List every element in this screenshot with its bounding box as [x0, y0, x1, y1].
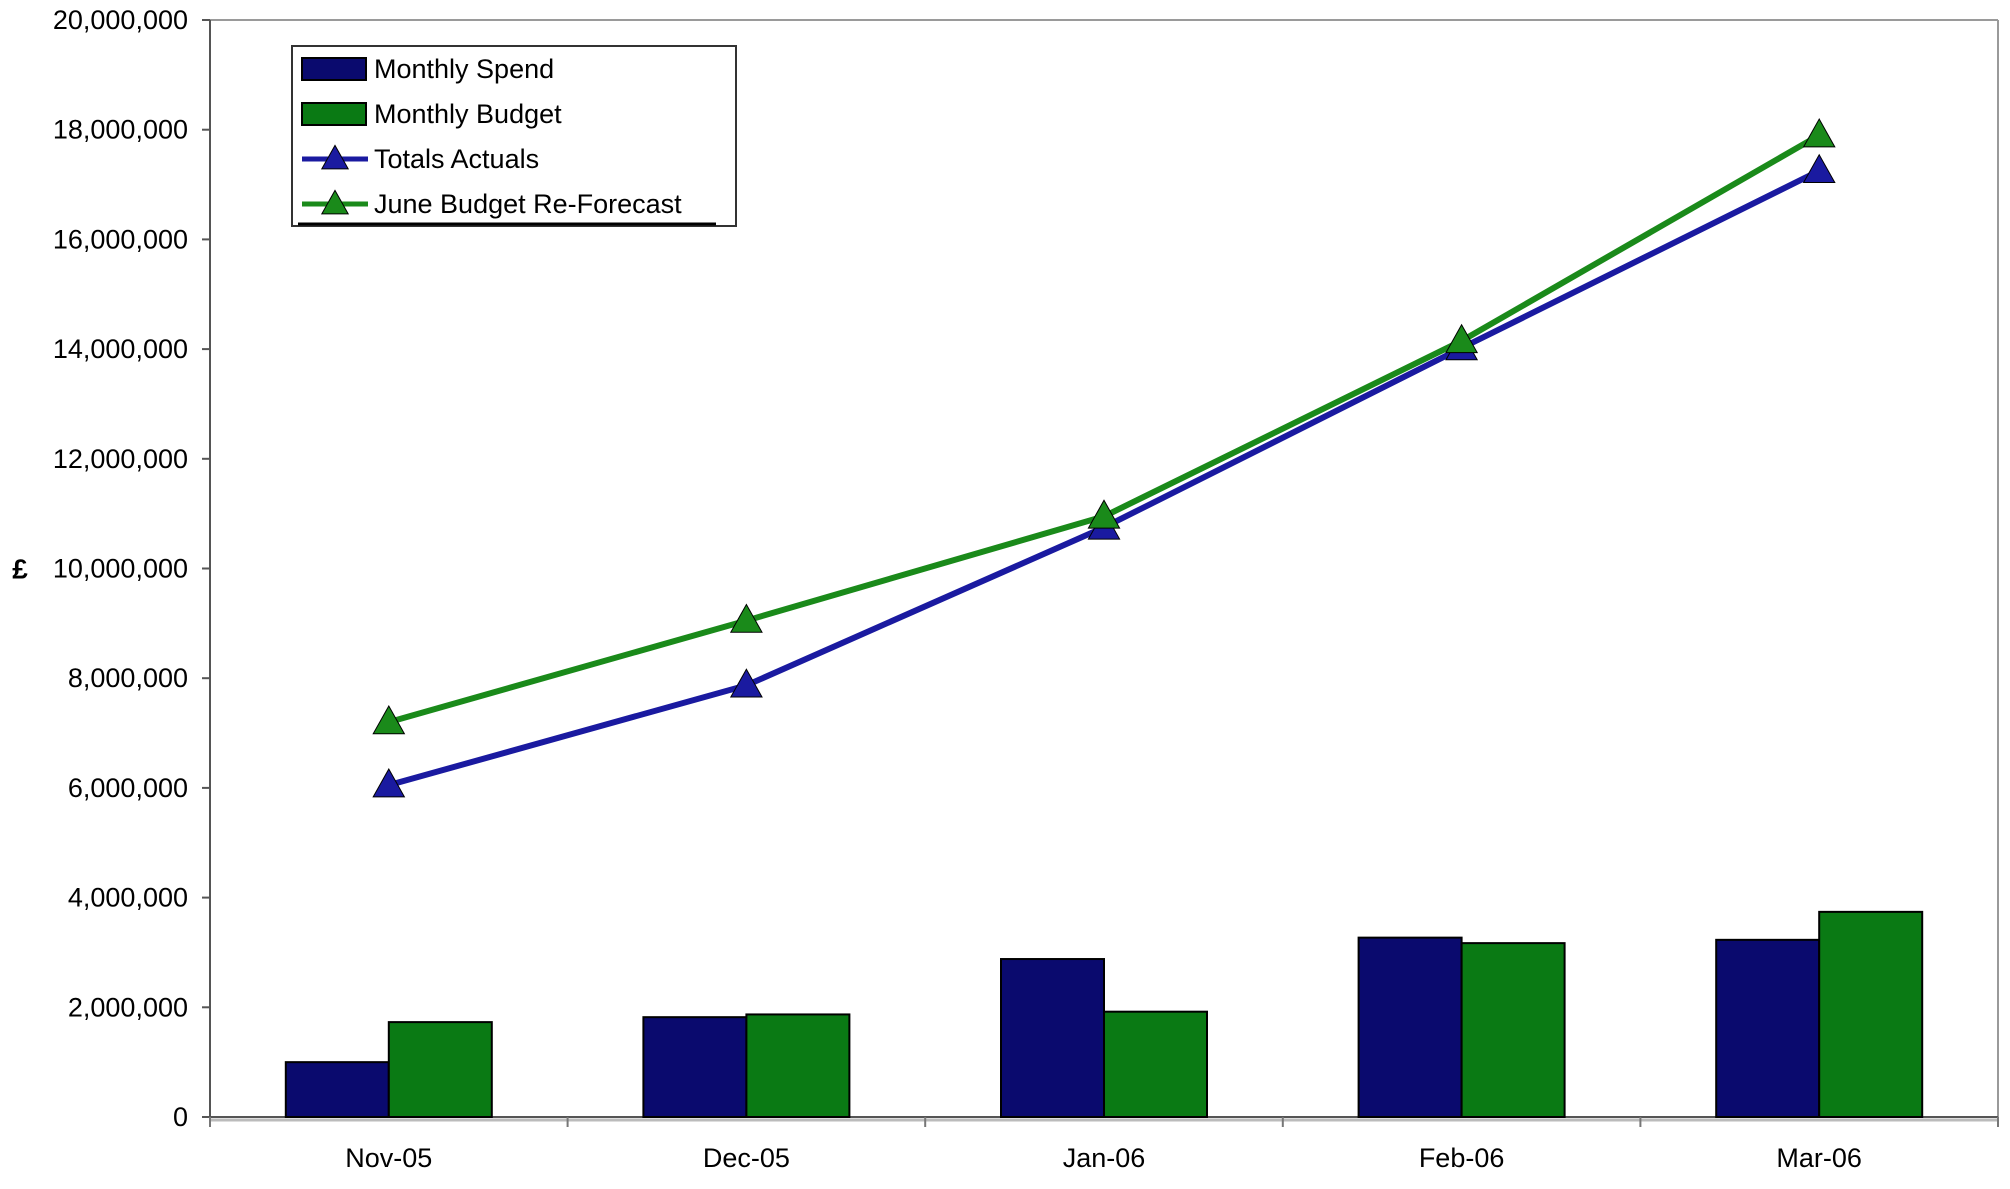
bar-monthly-spend [284, 1061, 390, 1119]
x-tick-label: Jan-06 [1063, 1143, 1146, 1173]
y-tick-label: 6,000,000 [68, 773, 188, 803]
bar-monthly-spend [1357, 936, 1463, 1118]
y-tick-label: 0 [173, 1102, 188, 1132]
legend: Monthly Spend Monthly Budget Totals Actual… [291, 45, 737, 227]
marker-totals-actuals [372, 768, 406, 798]
legend-label-totals-actuals: Totals Actuals [374, 144, 539, 174]
axes [202, 19, 1999, 1127]
y-tick-label: 20,000,000 [53, 5, 188, 35]
marker-june-budget-re-forecast [729, 603, 763, 633]
y-tick-label: 18,000,000 [53, 115, 188, 145]
y-axis-label: £ [12, 554, 28, 585]
y-tick-label: 14,000,000 [53, 334, 188, 364]
marker-june-budget-re-forecast [372, 704, 406, 735]
legend-label-monthly-spend: Monthly Spend [374, 54, 554, 84]
x-tick-label: Feb-06 [1419, 1143, 1505, 1173]
lines [372, 118, 1836, 798]
legend-marker-totals-actuals [320, 144, 350, 170]
y-tick-label: 2,000,000 [68, 992, 188, 1022]
bar-monthly-spend [1000, 958, 1105, 1118]
bar-monthly-spend [1715, 938, 1821, 1118]
marker-totals-actuals [729, 668, 763, 698]
bar-monthly-budget [745, 1013, 851, 1118]
bar-monthly-budget [387, 1021, 493, 1118]
y-tick-labels: 0 2,000,000 4,000,000 6,000,000 8,000,000 10,… [12, 5, 188, 1132]
marker-june-budget-re-forecast [1087, 499, 1121, 529]
bars [284, 910, 1924, 1119]
y-tick-label: 10,000,000 [53, 554, 188, 584]
marker-june-budget-re-forecast [1445, 323, 1479, 354]
y-tick-label: 16,000,000 [53, 224, 188, 254]
x-tick-label: Dec-05 [703, 1143, 790, 1173]
marker-totals-actuals [1802, 153, 1836, 184]
marker-june-budget-re-forecast [1802, 118, 1836, 148]
bar-monthly-budget [1103, 1010, 1208, 1118]
bar-monthly-budget [1460, 942, 1566, 1118]
bar-monthly-budget [1818, 910, 1924, 1119]
legend-swatch-monthly-spend [301, 57, 367, 81]
legend-label-monthly-budget: Monthly Budget [374, 99, 562, 129]
x-tick-label: Mar-06 [1776, 1143, 1862, 1173]
y-tick-label: 12,000,000 [53, 444, 188, 474]
legend-swatch-monthly-budget [301, 102, 367, 126]
y-tick-label: 4,000,000 [68, 883, 188, 913]
legend-marker-june-budget-re-forecast [320, 189, 350, 215]
y-tick-label: 8,000,000 [68, 663, 188, 693]
x-tick-labels: Nov-05 Dec-05 Jan-06 Feb-06 Mar-06 [345, 1143, 1862, 1173]
line-totals-actuals [387, 168, 1821, 789]
x-tick-label: Nov-05 [345, 1143, 432, 1173]
legend-label-june-budget-re-forecast: June Budget Re-Forecast [374, 189, 682, 219]
bar-monthly-spend [642, 1016, 748, 1118]
